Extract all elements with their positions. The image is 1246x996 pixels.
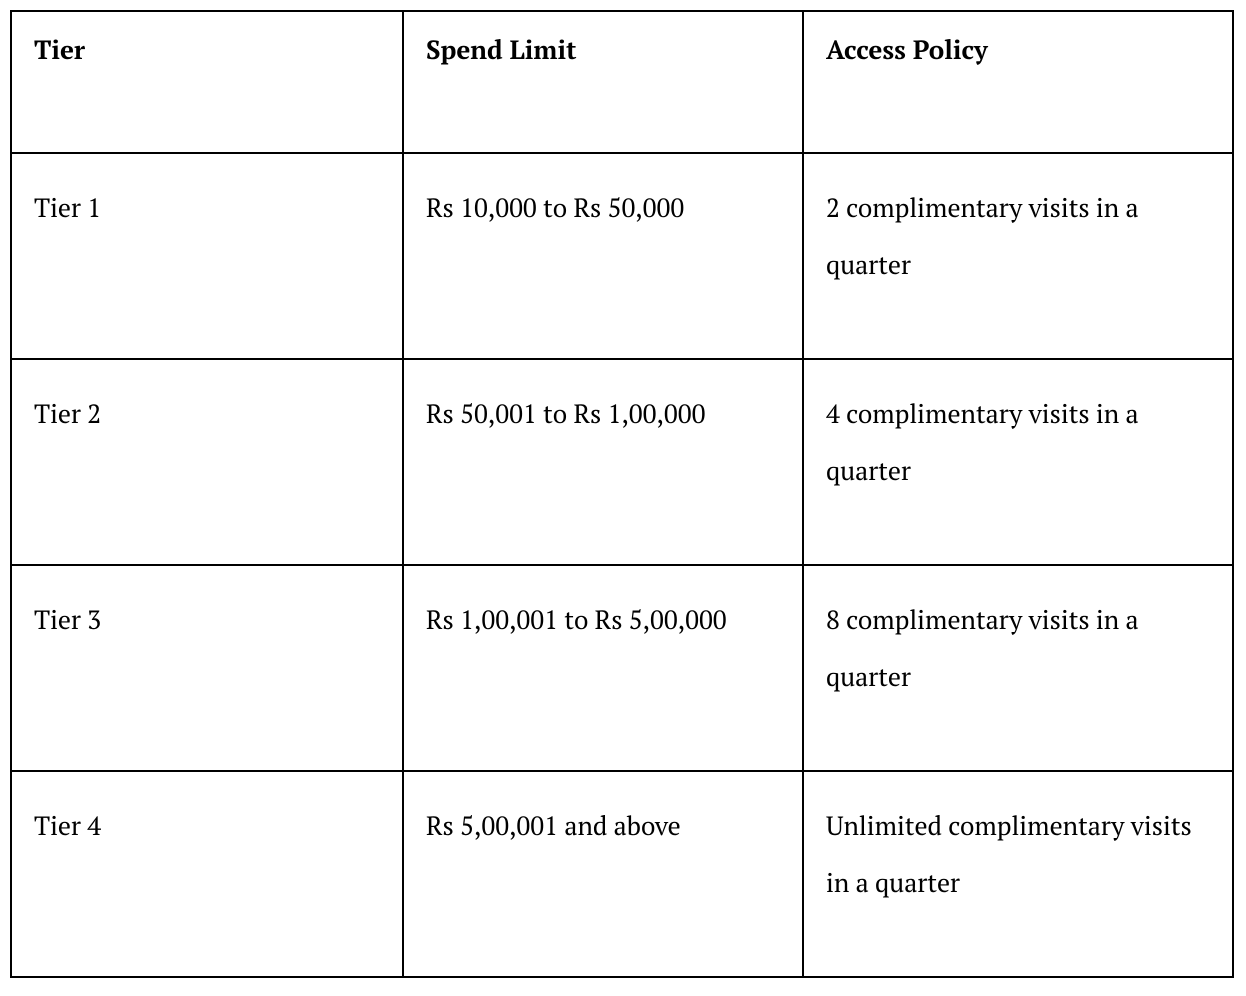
cell-tier: Tier 1 [11,153,403,359]
cell-spend-limit: Rs 10,000 to Rs 50,000 [403,153,803,359]
cell-spend-limit: Rs 50,001 to Rs 1,00,000 [403,359,803,565]
table-row: Tier 4 Rs 5,00,001 and above Unlimited c… [11,771,1233,977]
table-row: Tier 2 Rs 50,001 to Rs 1,00,000 4 compli… [11,359,1233,565]
cell-access-policy: 8 complimentary visits in a quarter [803,565,1233,771]
cell-tier: Tier 2 [11,359,403,565]
table-header-row: Tier Spend Limit Access Policy [11,11,1233,153]
cell-access-policy: 4 complimentary visits in a quarter [803,359,1233,565]
tier-table: Tier Spend Limit Access Policy Tier 1 Rs… [10,10,1234,978]
col-header-access-policy: Access Policy [803,11,1233,153]
table-row: Tier 3 Rs 1,00,001 to Rs 5,00,000 8 comp… [11,565,1233,771]
cell-access-policy: 2 complimentary visits in a quarter [803,153,1233,359]
page: Tier Spend Limit Access Policy Tier 1 Rs… [0,0,1246,988]
col-header-spend-limit: Spend Limit [403,11,803,153]
cell-spend-limit: Rs 5,00,001 and above [403,771,803,977]
col-header-tier: Tier [11,11,403,153]
cell-spend-limit: Rs 1,00,001 to Rs 5,00,000 [403,565,803,771]
cell-access-policy: Unlimited complimentary visits in a quar… [803,771,1233,977]
table-row: Tier 1 Rs 10,000 to Rs 50,000 2 complime… [11,153,1233,359]
cell-tier: Tier 4 [11,771,403,977]
cell-tier: Tier 3 [11,565,403,771]
